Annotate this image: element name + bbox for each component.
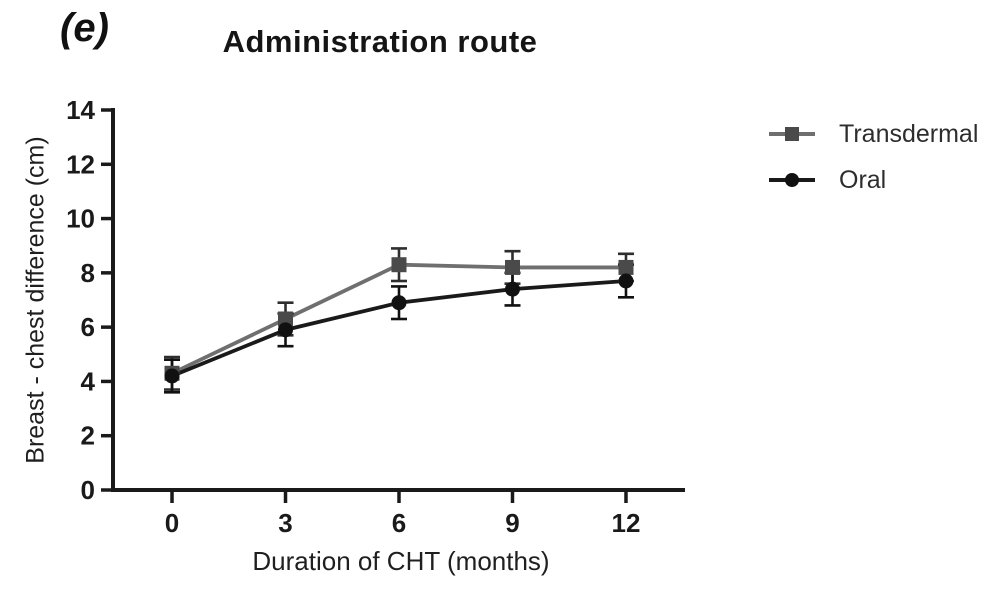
y-tick-label: 0 [81, 475, 95, 505]
data-point-transdermal-3 [278, 311, 294, 327]
y-tick-label: 4 [81, 366, 96, 396]
legend-item-oral: Oral [769, 157, 978, 203]
legend-label: Oral [839, 165, 887, 194]
data-point-oral-0 [164, 368, 180, 384]
legend-label: Transdermal [839, 119, 979, 148]
x-tick-label: 6 [392, 508, 406, 538]
y-tick-label: 14 [66, 95, 95, 125]
y-tick-label: 12 [66, 149, 95, 179]
y-tick-label: 6 [81, 312, 95, 342]
data-point-oral-12 [618, 273, 634, 289]
x-tick-label: 3 [278, 508, 292, 538]
data-point-transdermal-12 [618, 259, 634, 275]
data-point-oral-9 [504, 281, 520, 297]
data-point-oral-6 [391, 295, 407, 311]
panel-label: (e) [60, 6, 109, 50]
legend-item-transdermal: Transdermal [769, 111, 978, 157]
transdermal-marker-icon [769, 126, 815, 142]
legend: Transdermal Oral [769, 111, 978, 203]
x-axis-title: Duration of CHT (months) [252, 546, 550, 576]
x-tick-label: 0 [165, 508, 179, 538]
data-point-transdermal-6 [391, 257, 407, 273]
data-point-oral-3 [278, 322, 294, 338]
data-point-transdermal-9 [504, 259, 520, 275]
x-tick-label: 9 [505, 508, 519, 538]
y-tick-label: 8 [81, 258, 95, 288]
chart-title: Administration route [222, 24, 538, 59]
x-tick-label: 12 [612, 508, 641, 538]
oral-marker-icon [769, 172, 815, 188]
y-tick-label: 2 [81, 421, 95, 451]
y-tick-label: 10 [66, 204, 95, 234]
